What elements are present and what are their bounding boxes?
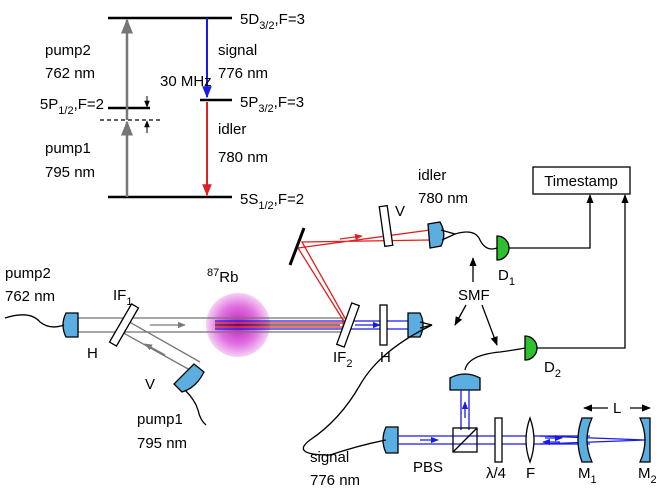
lens	[526, 418, 534, 462]
diagram: 5D3/2,F=3 5P3/2,F=3 5P1/2,F=2 5S1/2,F=2 …	[0, 0, 664, 490]
transition-label: signal	[218, 42, 257, 59]
level-label: 5D3/2,F=3	[240, 11, 305, 32]
coupler	[174, 364, 204, 392]
label-part: M	[638, 465, 651, 482]
label-part: Rb	[219, 269, 238, 286]
label-part: 5P	[240, 94, 258, 111]
pbs-diagonal	[453, 428, 477, 452]
transition-wavelength: 795 nm	[45, 164, 95, 181]
detector-d1	[497, 236, 509, 260]
fiber-label: SMF	[458, 287, 490, 304]
label-part: ,F=3	[274, 11, 304, 28]
mirror-label: M1	[578, 465, 597, 486]
fiber	[5, 315, 64, 327]
mirror	[290, 228, 304, 265]
atoms-label: 87Rb	[207, 267, 238, 286]
pump1-wavelength: 795 nm	[137, 435, 187, 452]
label-part: D	[498, 267, 509, 284]
fiber	[432, 310, 473, 330]
idler-direction	[340, 236, 362, 239]
transition-label: pump2	[45, 42, 91, 59]
pump2-wavelength: 762 nm	[5, 288, 55, 305]
pbs-label: PBS	[413, 459, 443, 476]
detector-label: D2	[544, 359, 561, 380]
label-part: IF	[113, 287, 126, 304]
label-part: D	[544, 359, 555, 376]
level-label: 5S1/2,F=2	[240, 191, 304, 212]
lens-label: F	[526, 465, 535, 482]
coupler	[63, 313, 78, 337]
detector-label: D1	[498, 267, 515, 288]
waveplate-label: V	[395, 203, 405, 220]
label-part: 3/2	[259, 20, 274, 32]
filter-label: IF2	[333, 349, 352, 370]
pump2-label: pump2	[5, 265, 51, 282]
signal-label: signal	[310, 449, 349, 466]
signal-wavelength: 776 nm	[310, 472, 360, 489]
label-part: 2	[346, 358, 352, 370]
signal-path	[398, 390, 590, 444]
label-part: M	[578, 465, 591, 482]
transition-label: pump1	[45, 140, 91, 157]
cavity-mode	[540, 436, 645, 444]
polarization-label: H	[380, 349, 391, 366]
smf-arrow	[455, 305, 466, 325]
polarization-label: H	[87, 345, 98, 362]
label-part: 87	[207, 267, 219, 279]
label-part: 1	[126, 296, 132, 308]
fiber	[185, 390, 206, 425]
fiber	[455, 232, 497, 249]
waveplate-label: λ/4	[486, 465, 506, 482]
idler-wavelength: 780 nm	[418, 190, 468, 207]
label-part: ,F=3	[274, 94, 304, 111]
label-part: 3/2	[258, 103, 273, 115]
detector-d2	[525, 336, 537, 360]
length-label: L	[613, 400, 621, 417]
transition-wavelength: 776 nm	[218, 65, 268, 82]
polarization-label: V	[145, 376, 155, 393]
detuning-label: 30 MHz	[160, 73, 212, 90]
quarter-waveplate	[495, 418, 502, 462]
transition-label: idler	[218, 121, 246, 138]
setup	[5, 167, 650, 462]
label-part: 5S	[240, 191, 258, 208]
coupler	[450, 374, 480, 390]
transition-wavelength: 780 nm	[218, 149, 268, 166]
label-part: 2	[651, 474, 657, 486]
label-part: 5P	[40, 96, 58, 113]
pump1-beam	[118, 320, 200, 370]
filter-label: IF1	[113, 287, 132, 308]
idler-label: idler	[418, 167, 446, 184]
label-part: IF	[333, 349, 346, 366]
timestamp-label: Timestamp	[544, 173, 618, 190]
label-part: 2	[555, 368, 561, 380]
mirror-m1	[578, 418, 592, 462]
label-part: 1/2	[58, 105, 73, 117]
label-part: ,F=2	[274, 191, 304, 208]
waveplate-h	[380, 305, 387, 345]
page: 5D3/2,F=3 5P3/2,F=3 5P1/2,F=2 5S1/2,F=2 …	[0, 0, 664, 490]
label-part: ,F=2	[74, 96, 104, 113]
transition-wavelength: 762 nm	[45, 65, 95, 82]
level-label: 5P3/2,F=3	[240, 94, 304, 115]
pump1-direction	[145, 344, 165, 355]
label-part: 1/2	[258, 200, 273, 212]
level-label: 5P1/2,F=2	[40, 96, 104, 117]
coupler	[428, 222, 444, 248]
label-part: 1	[509, 276, 515, 288]
cable	[509, 195, 590, 248]
pump1-label: pump1	[137, 411, 183, 428]
label-part: 1	[591, 474, 597, 486]
label-part: 5D	[240, 11, 259, 28]
fiber	[465, 348, 525, 370]
cable	[537, 195, 625, 348]
level-diagram	[100, 18, 232, 197]
smf-arrow	[482, 305, 497, 345]
mirror-label: M2	[638, 465, 657, 486]
